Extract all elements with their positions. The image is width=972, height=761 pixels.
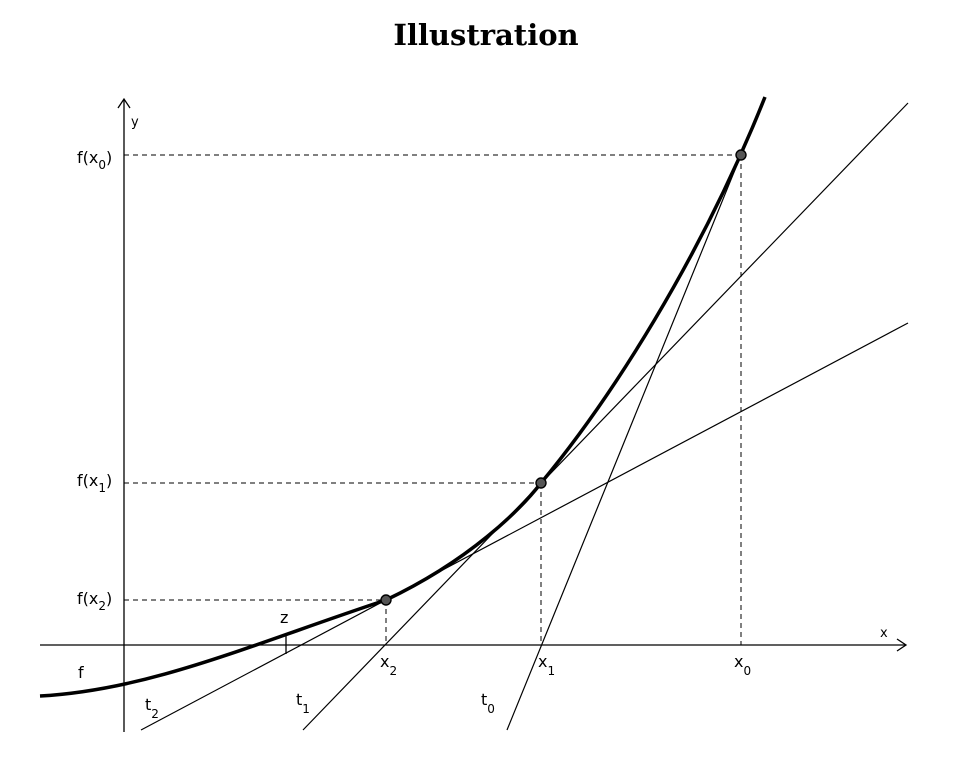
x-axis-arrow: [896, 638, 908, 652]
y-axis-label: y: [131, 115, 139, 130]
point-x0: [735, 149, 747, 161]
fx2-label: f(x2): [77, 589, 112, 613]
t0-label: t0: [481, 690, 495, 716]
x2-label: x2: [380, 652, 397, 678]
point-x2: [380, 594, 392, 606]
diagram-title: Illustration: [393, 18, 579, 52]
tangent-line-t0: [506, 154, 742, 731]
function-label: f: [78, 663, 84, 682]
fx1-label: f(x1): [77, 471, 112, 495]
t1-label: t1: [296, 690, 310, 716]
tangent-line-t1: [302, 102, 909, 731]
t2-label: t2: [145, 695, 159, 721]
tangent-line-t2: [140, 322, 909, 731]
point-x1: [535, 477, 547, 489]
x0-label: x0: [734, 652, 751, 678]
x-axis-label: x: [880, 626, 888, 641]
fx0-label: f(x0): [77, 148, 112, 172]
x1-label: x1: [538, 652, 555, 678]
y-axis-arrow: [117, 97, 131, 109]
root-label: z: [280, 608, 288, 627]
function-curve-f: [39, 96, 767, 698]
